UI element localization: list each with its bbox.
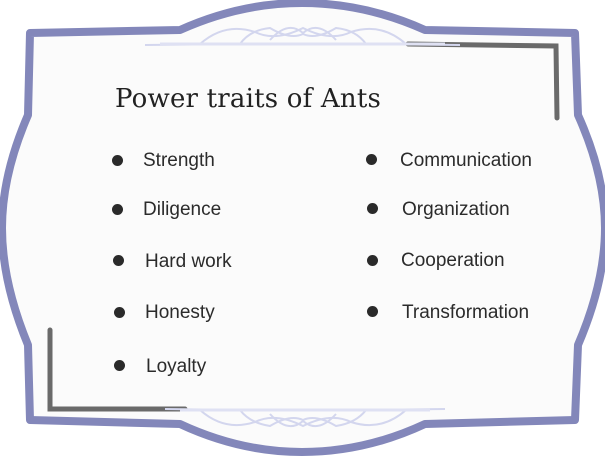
frame-shadow-bottom-left <box>47 327 188 412</box>
bullet-icon <box>112 155 123 166</box>
trait-strength: Strength <box>143 150 215 171</box>
bottom-ornament <box>164 408 446 428</box>
bullet-icon <box>367 306 378 317</box>
bullet-icon <box>367 255 378 266</box>
trait-diligence: Diligence <box>143 199 222 220</box>
trait-communication: Communication <box>400 150 532 171</box>
bullet-icon <box>113 255 124 266</box>
top-ornament <box>144 26 461 46</box>
trait-loyalty: Loyalty <box>146 356 207 377</box>
bullet-icon <box>367 203 378 214</box>
bullet-icon <box>366 154 377 165</box>
bullet-icon <box>114 307 125 318</box>
trait-transformation: Transformation <box>402 302 530 323</box>
bullet-icon <box>114 360 125 371</box>
trait-honesty: Honesty <box>145 302 215 323</box>
trait-cooperation: Cooperation <box>401 250 505 271</box>
trait-organization: Organization <box>402 199 510 220</box>
card-title: Power traits of Ants <box>115 84 382 114</box>
trait-hard-work: Hard work <box>145 251 232 272</box>
bullet-icon <box>112 204 123 215</box>
